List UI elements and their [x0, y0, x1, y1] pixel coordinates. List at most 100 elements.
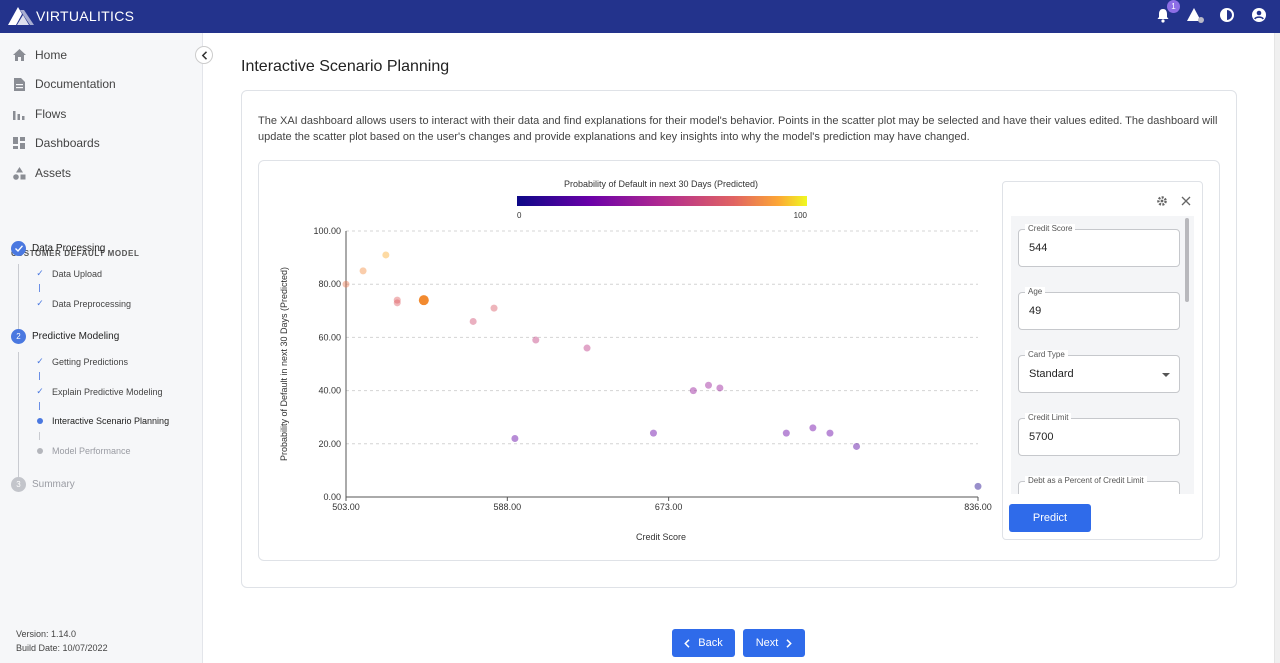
back-label: Back [698, 637, 723, 649]
caret-down-icon [1162, 373, 1170, 377]
substep-model-performance[interactable]: Model Performance [35, 446, 131, 456]
data-point[interactable] [359, 267, 367, 275]
data-point[interactable] [974, 482, 982, 490]
chevron-right-icon [786, 638, 793, 648]
predict-button[interactable]: Predict [1009, 504, 1091, 532]
page-scrollbar[interactable] [1274, 33, 1280, 663]
y-tick-label: 40.00 [318, 386, 341, 396]
data-point[interactable] [583, 344, 591, 352]
sidebar-item-flows[interactable]: Flows [12, 104, 66, 124]
scatter-chart[interactable]: Probability of Default in next 30 Days (… [270, 170, 995, 550]
sidebar-item-label: Assets [35, 166, 72, 180]
field-value: 5700 [1029, 431, 1054, 443]
sidebar-item-documentation[interactable]: Documentation [12, 74, 116, 94]
step-connector [18, 264, 19, 334]
x-tick-label: 836.00 [964, 502, 992, 512]
back-button[interactable]: Back [672, 629, 735, 657]
data-point[interactable] [704, 381, 712, 389]
substep-getting-predictions[interactable]: ✓ Getting Predictions [35, 356, 128, 367]
substep-data-upload[interactable]: ✓ Data Upload [35, 268, 102, 279]
form-scroll-area[interactable]: Credit Score 544 Age 49 Card Type Standa… [1011, 216, 1194, 494]
substep-label: Data Preprocessing [52, 298, 132, 309]
substep-connector [39, 284, 40, 292]
current-dot-icon [35, 418, 45, 424]
collapse-sidebar-button[interactable] [195, 46, 213, 64]
field-label: Credit Score [1025, 224, 1076, 233]
step-data-processing[interactable]: Data Processing [11, 241, 105, 256]
next-button[interactable]: Next [743, 629, 805, 657]
account-icon[interactable] [1250, 6, 1268, 24]
check-circle-icon [11, 241, 26, 256]
data-point[interactable] [342, 280, 350, 288]
close-icon[interactable] [1179, 194, 1193, 208]
colorbar-min-label: 0 [517, 211, 522, 220]
substep-label: Data Upload [52, 268, 103, 279]
substep-label: Explain Predictive Modeling [52, 386, 163, 397]
substep-connector [39, 402, 40, 410]
data-point[interactable] [689, 387, 697, 395]
build-date-text: Build Date: 10/07/2022 [16, 643, 108, 653]
data-point[interactable] [393, 296, 401, 304]
notification-count-badge: 1 [1167, 0, 1180, 13]
data-point[interactable] [382, 251, 390, 259]
sidebar-item-dashboards[interactable]: Dashboards [12, 133, 100, 153]
substep-connector [39, 372, 40, 380]
top-bar: VIRTUALITICS 1 [0, 0, 1280, 33]
colorbar-max-label: 100 [794, 211, 808, 220]
substep-label: Interactive Scenario Planning [52, 416, 170, 426]
sidebar-item-home[interactable]: Home [12, 45, 67, 65]
substep-data-preprocessing[interactable]: ✓ Data Preprocessing [35, 298, 131, 309]
age-field[interactable]: Age 49 [1018, 287, 1180, 330]
check-icon: ✓ [36, 356, 44, 366]
data-point[interactable] [782, 429, 790, 437]
settings-gear-icon[interactable] [1155, 194, 1169, 208]
data-point[interactable] [511, 434, 519, 442]
data-point[interactable] [469, 317, 477, 325]
form-scrollbar[interactable] [1185, 218, 1189, 302]
y-axis-label: Probability of Default in next 30 Days (… [279, 267, 289, 461]
colorbar [517, 196, 807, 206]
step-number-badge: 3 [11, 477, 26, 492]
step-label: Predictive Modeling [32, 331, 120, 342]
dashboard-card [258, 160, 1220, 561]
debt-percent-field[interactable]: Debt as a Percent of Credit Limit [1018, 476, 1180, 494]
data-point[interactable] [532, 336, 540, 344]
data-point[interactable] [716, 384, 724, 392]
brand-logo[interactable]: VIRTUALITICS [8, 6, 134, 26]
check-icon: ✓ [36, 268, 44, 278]
sidebar: Home Documentation Flows Dashboards Asse… [0, 33, 203, 663]
step-predictive-modeling[interactable]: 2 Predictive Modeling [11, 329, 119, 344]
edit-point-panel: Credit Score 544 Age 49 Card Type Standa… [1002, 181, 1203, 540]
theme-toggle-icon[interactable] [1218, 6, 1236, 24]
step-summary[interactable]: 3 Summary [11, 477, 75, 492]
sidebar-item-label: Home [35, 48, 68, 62]
chevron-left-icon [201, 50, 207, 60]
substep-label: Getting Predictions [52, 356, 129, 367]
dashboard-icon [12, 136, 26, 150]
field-value: 544 [1029, 242, 1048, 254]
data-point[interactable] [853, 442, 861, 450]
shapes-icon [12, 166, 26, 180]
y-tick-label: 20.00 [318, 439, 341, 449]
field-label: Card Type [1025, 350, 1068, 359]
credit-score-field[interactable]: Credit Score 544 [1018, 224, 1180, 267]
data-point[interactable] [418, 295, 429, 306]
notifications-icon[interactable]: 1 [1154, 0, 1180, 24]
sidebar-item-assets[interactable]: Assets [12, 163, 71, 183]
sidebar-item-label: Documentation [35, 77, 116, 91]
step-label: Summary [32, 479, 75, 490]
y-tick-label: 0.00 [323, 492, 341, 502]
data-point[interactable] [490, 304, 498, 312]
data-point[interactable] [649, 429, 657, 437]
alerts-icon[interactable] [1186, 6, 1204, 24]
x-tick-label: 503.00 [332, 502, 360, 512]
substep-interactive-scenario-planning[interactable]: Interactive Scenario Planning [35, 416, 169, 426]
data-point[interactable] [826, 429, 834, 437]
card-type-select[interactable]: Card Type Standard [1018, 350, 1180, 393]
data-point[interactable] [393, 299, 401, 307]
brand-name: VIRTUALITICS [36, 8, 135, 24]
substep-explain-predictive-modeling[interactable]: ✓ Explain Predictive Modeling [35, 386, 163, 397]
data-point[interactable] [809, 424, 817, 432]
x-axis-label: Credit Score [636, 532, 686, 542]
credit-limit-field[interactable]: Credit Limit 5700 [1018, 413, 1180, 456]
